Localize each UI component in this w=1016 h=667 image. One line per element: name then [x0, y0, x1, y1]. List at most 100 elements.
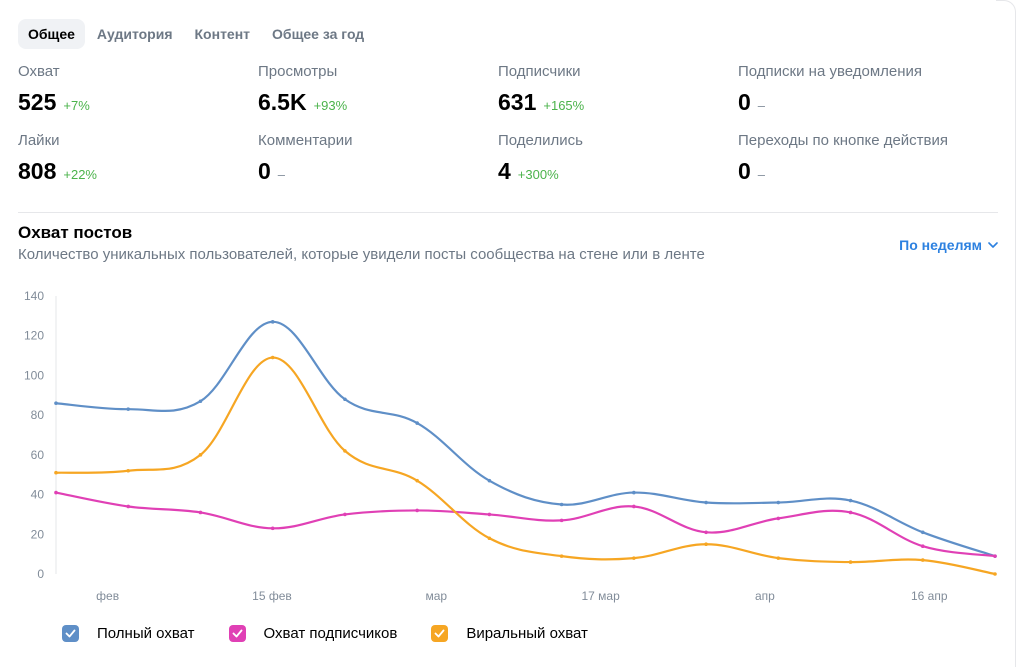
chevron-down-icon [988, 242, 998, 248]
stat-delta: +300% [517, 167, 559, 182]
checkbox-icon[interactable] [431, 625, 449, 642]
stat-delta: – [277, 167, 286, 182]
tab-content[interactable]: Контент [194, 26, 251, 42]
series-point [415, 421, 419, 425]
series-line-2 [55, 356, 996, 576]
series-point [54, 490, 58, 495]
stat-label: Лайки [18, 132, 60, 149]
series-point [487, 512, 492, 517]
stat-delta: – [757, 167, 766, 182]
series-point [487, 478, 492, 483]
stat-label: Просмотры [258, 63, 338, 80]
series-line-0 [55, 320, 996, 558]
legend-label: Полный охват [97, 625, 195, 642]
series-point [126, 504, 131, 509]
series-point [993, 572, 997, 576]
tab-bar: Общее Аудитория Контент Общее за год [18, 19, 376, 49]
stats-grid: Охват 525 +7% Просмотры 6.5K +93% Подписчи… [18, 62, 998, 192]
series-point [198, 453, 203, 457]
stat-comments: Комментарии 0– [258, 131, 498, 185]
stat-delta: +22% [63, 167, 97, 182]
series-point [126, 407, 131, 411]
series-point [343, 397, 347, 402]
section-subtitle: Количество уникальных пользователей, кот… [18, 246, 705, 263]
section-title: Охват постов [18, 223, 133, 242]
stat-label: Подписчики [498, 63, 581, 80]
stat-notification-subs: Подписки на уведомления 0– [738, 62, 978, 116]
x-tick-label: 17 мар [581, 589, 620, 603]
y-tick-label: 60 [31, 448, 45, 462]
series-point [704, 530, 708, 535]
stat-label: Поделились [498, 132, 583, 149]
period-dropdown[interactable]: По неделям [899, 237, 998, 253]
legend-item-subscriber-reach[interactable]: Охват подписчиков [228, 625, 398, 642]
series-point [776, 556, 781, 560]
series-point [198, 399, 203, 404]
x-tick-label: 15 фев [252, 589, 292, 603]
stat-value: 808 [18, 158, 57, 184]
series-point [54, 470, 58, 475]
stat-subscribers: Подписчики 631 +165% [498, 62, 738, 116]
tab-audience[interactable]: Аудитория [96, 26, 173, 42]
legend-label: Виральный охват [466, 625, 588, 642]
series-point [848, 560, 853, 564]
series-point [920, 558, 925, 562]
legend-item-viral-reach[interactable]: Виральный охват [431, 625, 588, 642]
series-point [198, 510, 203, 515]
series-point [776, 516, 781, 521]
series-point [270, 355, 275, 360]
stat-value: 631 [498, 89, 537, 115]
stat-value: 525 [18, 89, 57, 115]
y-tick-label: 140 [24, 289, 44, 303]
stat-value: 6.5K [258, 89, 307, 115]
checkbox-icon[interactable] [62, 625, 79, 642]
series-point [920, 544, 925, 548]
stat-value: 0 [738, 89, 751, 115]
divider [18, 212, 998, 213]
y-tick-label: 80 [31, 408, 45, 422]
stat-label: Комментарии [258, 132, 353, 149]
stat-value: 0 [258, 158, 271, 184]
y-tick-label: 100 [24, 368, 44, 382]
series-point [559, 518, 564, 523]
legend-label: Охват подписчиков [263, 625, 398, 642]
stat-label: Подписки на уведомления [738, 63, 923, 80]
series-point [415, 478, 419, 483]
legend-item-full-reach[interactable]: Полный охват [62, 625, 195, 642]
tab-year-summary[interactable]: Общее за год [272, 26, 365, 42]
stat-delta: – [757, 98, 766, 113]
stat-value: 0 [738, 158, 751, 184]
series-point [920, 530, 925, 535]
x-tick-label: фев [96, 589, 119, 603]
series-point [632, 490, 636, 495]
series-point [343, 449, 347, 453]
tab-general[interactable]: Общее [18, 19, 85, 49]
series-point [704, 500, 708, 505]
stat-delta: +165% [543, 98, 585, 113]
series-point [848, 498, 853, 503]
stat-likes: Лайки 808 +22% [18, 131, 258, 185]
series-point [632, 504, 636, 509]
stat-action-button-clicks: Переходы по кнопке действия 0– [738, 131, 978, 185]
y-tick-label: 40 [31, 488, 45, 502]
series-point [126, 468, 131, 473]
period-label: По неделям [899, 237, 982, 253]
series-point [704, 542, 708, 547]
x-tick-label: мар [425, 589, 447, 603]
stat-shares: Поделились 4 +300% [498, 131, 738, 185]
series-point [54, 401, 58, 406]
series-point [776, 500, 781, 505]
series-point [993, 554, 997, 558]
reach-chart: 0 20 40 60 80 100 120 140 фев 15 фев мар 17 мар апр 1… [24, 289, 997, 603]
series-point [343, 512, 347, 517]
checkbox-icon[interactable] [228, 625, 246, 642]
series-point [270, 320, 275, 324]
stat-delta: +7% [63, 98, 90, 113]
stat-reach: Охват 525 +7% [18, 62, 258, 116]
y-tick-label: 0 [37, 567, 44, 581]
series-point [487, 536, 492, 541]
x-tick-label: 16 апр [911, 589, 948, 603]
series-point [848, 510, 853, 515]
y-tick-label: 20 [31, 527, 45, 541]
stat-value: 4 [498, 158, 511, 184]
